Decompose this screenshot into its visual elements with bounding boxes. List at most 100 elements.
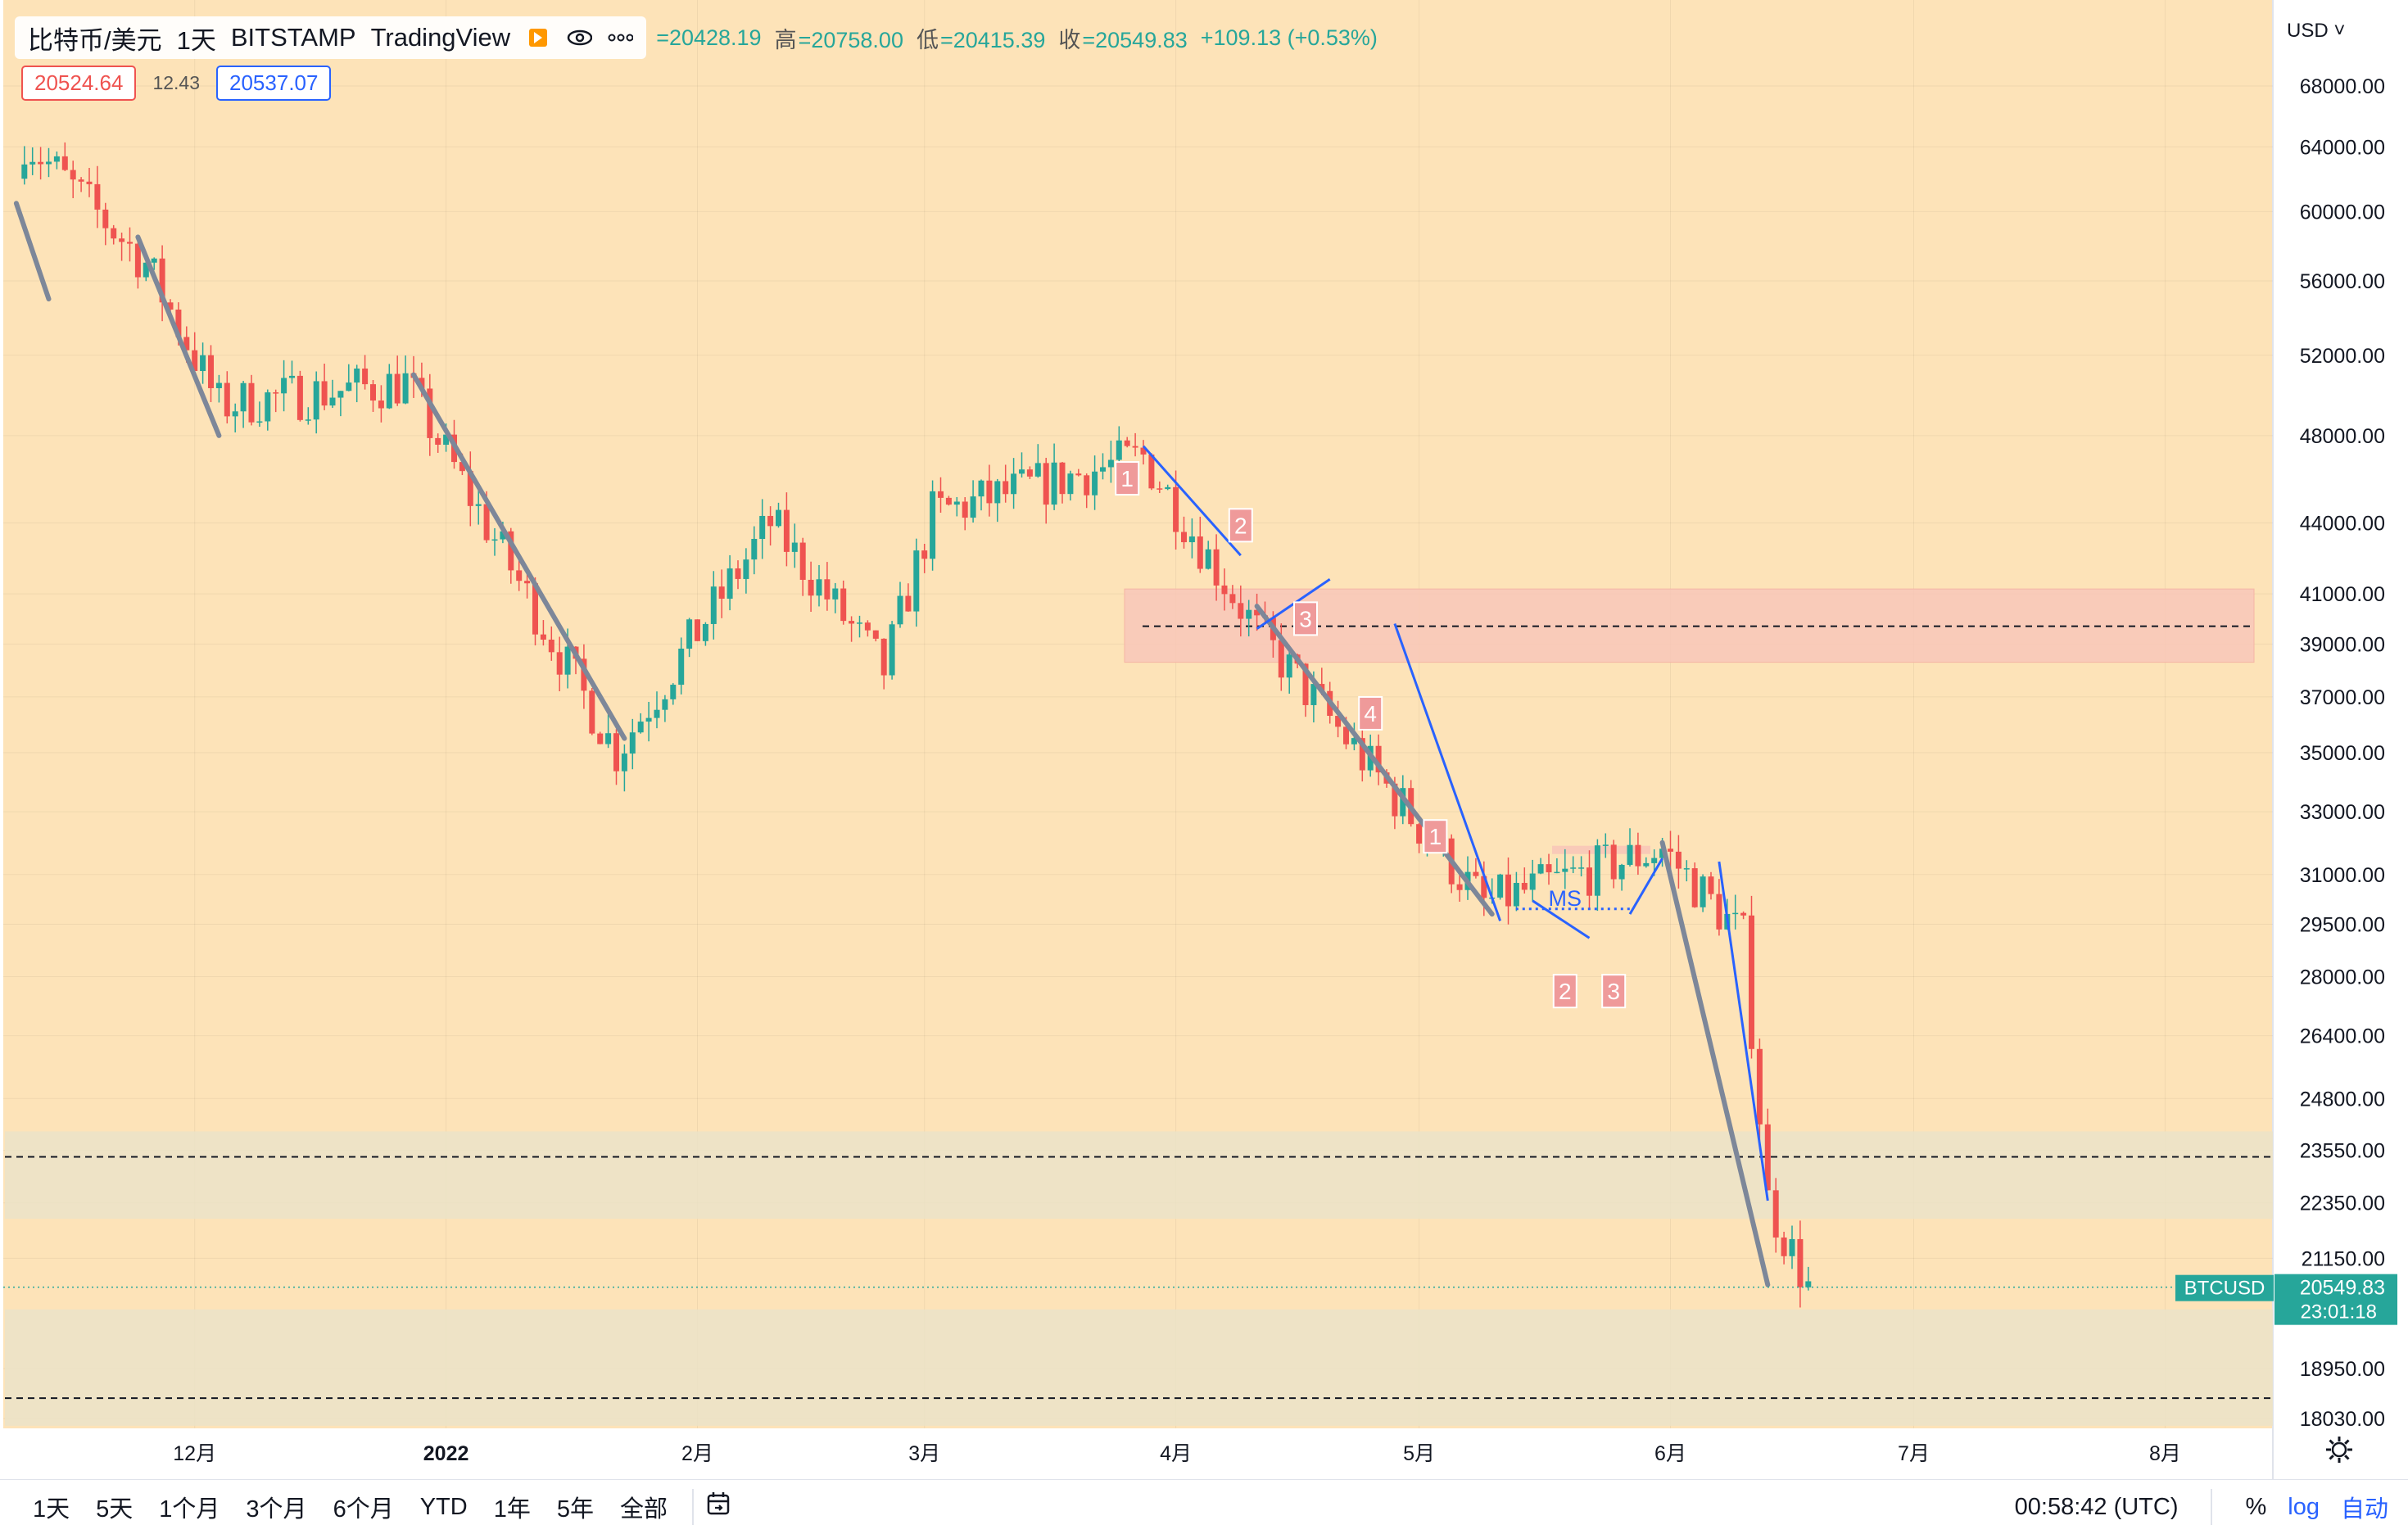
- auto-toggle[interactable]: 自动: [2340, 1496, 2388, 1523]
- candle-body: [337, 391, 344, 398]
- candle-body: [930, 491, 936, 559]
- candle: [953, 496, 960, 517]
- trendline: [135, 234, 222, 438]
- candle-body: [540, 634, 546, 640]
- range-ytd[interactable]: YTD: [419, 1493, 468, 1520]
- horizontal-levels: [5, 625, 2273, 1400]
- candle: [1618, 863, 1625, 891]
- candle: [962, 497, 968, 531]
- legend-symbol-box[interactable]: 比特币/美元 1天 BITSTAMP TradingView: [15, 16, 647, 59]
- candle: [1335, 700, 1342, 738]
- candle: [1805, 1266, 1812, 1291]
- candle-body: [256, 421, 263, 423]
- candle: [799, 537, 806, 596]
- candle-body: [621, 753, 627, 772]
- candle-body: [564, 646, 571, 675]
- candle-body: [1165, 486, 1171, 490]
- candle-body: [889, 624, 895, 676]
- label-box: [1358, 695, 1383, 731]
- candle-body: [1156, 488, 1163, 490]
- candle-body: [1221, 585, 1228, 595]
- buy-price-button[interactable]: 20537.07: [216, 66, 332, 101]
- candle: [1034, 444, 1041, 478]
- clock-time[interactable]: 00:58:42 (UTC): [2014, 1493, 2179, 1520]
- candle-body: [629, 732, 636, 754]
- candle: [61, 142, 68, 171]
- candle: [548, 626, 554, 661]
- time-axis[interactable]: 12月 2022 2月 3月 4月 5月 6月 7月 8月: [173, 1442, 2181, 1465]
- candle-body: [1651, 858, 1658, 863]
- candle-body: [978, 480, 984, 497]
- range-1m[interactable]: 1个月: [159, 1496, 220, 1523]
- y-tick-label: 68000.00: [2300, 75, 2385, 98]
- candle-body: [645, 717, 652, 722]
- candle: [467, 451, 473, 527]
- ohlc-values: =20428.19 高=20758.00 低=20415.39 收=20549.…: [654, 22, 1378, 54]
- settings-gear-icon[interactable]: [2324, 1435, 2354, 1464]
- symbol-name[interactable]: 比特币/美元: [28, 25, 162, 55]
- candle: [1594, 839, 1600, 912]
- price-scale-background: [2273, 0, 2408, 1479]
- candle: [605, 714, 612, 749]
- range-1d[interactable]: 1天: [33, 1496, 70, 1523]
- candle-body: [1246, 609, 1252, 619]
- candle: [743, 548, 749, 594]
- candle: [1716, 879, 1722, 936]
- candle-body: [816, 579, 822, 596]
- candle: [791, 523, 798, 568]
- sell-price-button[interactable]: 20524.64: [21, 66, 137, 101]
- candle: [215, 374, 222, 403]
- candle-body: [743, 559, 749, 579]
- goto-date-icon[interactable]: [705, 1490, 733, 1524]
- more-icon[interactable]: [607, 25, 634, 51]
- candle-body: [53, 156, 60, 162]
- candle: [21, 146, 28, 185]
- candle-body: [1310, 684, 1317, 705]
- candle: [1213, 534, 1220, 601]
- candle-body: [427, 388, 433, 438]
- candles: [21, 142, 1812, 1308]
- percent-toggle[interactable]: %: [2245, 1493, 2267, 1520]
- candle: [1546, 853, 1552, 885]
- candle-body: [597, 733, 604, 744]
- candle-body: [192, 350, 198, 372]
- candle-body: [159, 258, 165, 303]
- candle: [321, 364, 328, 410]
- candle: [102, 202, 109, 246]
- candle: [1254, 593, 1261, 631]
- eye-icon[interactable]: [566, 25, 593, 51]
- divider: [2211, 1489, 2213, 1525]
- candle-body: [102, 209, 109, 229]
- price-axis[interactable]: 68000.00 64000.00 60000.00 56000.00 52000.00…: [2300, 75, 2385, 1431]
- candle-body: [1075, 473, 1082, 476]
- candle: [159, 245, 165, 322]
- candle: [1181, 516, 1187, 549]
- wave-labels: 1 2 3 4 1 2 3 MS: [1115, 461, 1631, 1009]
- y-tick-label: 48000.00: [2300, 425, 2385, 448]
- wave-line: [1142, 445, 1242, 557]
- candle-body: [1229, 594, 1236, 604]
- price-chart[interactable]: 1 2 3 4 1 2 3 MS 68000.00 64000.00 60000.00 56000.…: [0, 0, 2408, 1479]
- candle-body: [1473, 871, 1479, 876]
- label-text: 4: [1364, 701, 1377, 726]
- candle: [1067, 470, 1074, 501]
- log-toggle[interactable]: log: [2288, 1493, 2320, 1520]
- candle-body: [1359, 738, 1365, 771]
- range-3m[interactable]: 3个月: [246, 1496, 307, 1523]
- interval[interactable]: 1天: [176, 25, 216, 55]
- candle-body: [913, 550, 920, 612]
- currency-selector[interactable]: USD ˅: [2287, 20, 2345, 43]
- range-5d[interactable]: 5天: [96, 1496, 134, 1523]
- range-all[interactable]: 全部: [619, 1496, 668, 1523]
- candle: [1513, 871, 1519, 912]
- candle: [872, 630, 879, 642]
- price-tag-value: 20549.83: [2300, 1277, 2385, 1300]
- range-1y[interactable]: 1年: [493, 1496, 531, 1523]
- candle-body: [167, 302, 174, 310]
- candle: [1586, 850, 1592, 909]
- range-5y[interactable]: 5年: [556, 1496, 594, 1523]
- candle: [1100, 453, 1106, 480]
- candle: [378, 385, 384, 423]
- range-6m[interactable]: 6个月: [333, 1496, 394, 1523]
